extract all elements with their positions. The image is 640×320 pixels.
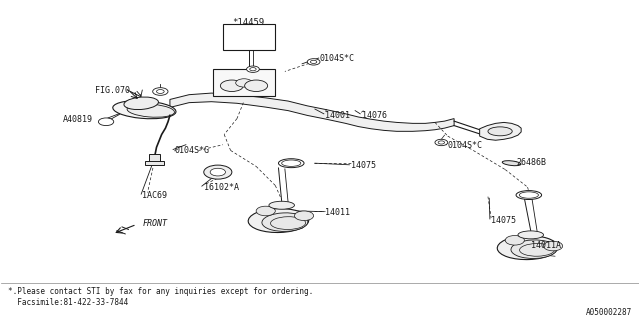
Text: 14001: 14001 <box>325 111 350 120</box>
Ellipse shape <box>516 191 541 199</box>
Text: *14459: *14459 <box>232 19 264 28</box>
Circle shape <box>220 80 243 92</box>
Polygon shape <box>170 93 454 131</box>
Circle shape <box>307 59 320 65</box>
Text: Facsimile:81-422-33-7844: Facsimile:81-422-33-7844 <box>8 298 129 307</box>
Text: 14011: 14011 <box>325 208 350 217</box>
Text: 14075: 14075 <box>491 216 516 225</box>
Circle shape <box>153 88 168 95</box>
Circle shape <box>204 165 232 179</box>
Text: *.Please contact STI by fax for any inquiries except for ordering.: *.Please contact STI by fax for any inqu… <box>8 287 314 296</box>
Text: FIG.070: FIG.070 <box>95 86 130 95</box>
Ellipse shape <box>262 213 308 231</box>
Ellipse shape <box>124 97 159 109</box>
Circle shape <box>435 139 448 146</box>
Text: 0104S*C: 0104S*C <box>448 141 483 150</box>
Ellipse shape <box>248 209 308 233</box>
Circle shape <box>505 236 524 245</box>
Ellipse shape <box>113 100 176 119</box>
Text: FRONT: FRONT <box>143 219 168 228</box>
Circle shape <box>438 141 445 144</box>
Text: A40819: A40819 <box>63 115 93 124</box>
Bar <box>223 24 275 50</box>
Circle shape <box>99 118 114 125</box>
Bar <box>212 69 275 96</box>
Bar <box>145 161 164 165</box>
Ellipse shape <box>278 159 304 168</box>
Ellipse shape <box>282 160 301 166</box>
Circle shape <box>244 80 268 92</box>
Ellipse shape <box>502 161 521 166</box>
Circle shape <box>310 60 317 63</box>
Text: 14076: 14076 <box>362 111 387 120</box>
Ellipse shape <box>127 104 175 117</box>
Bar <box>149 154 161 163</box>
Ellipse shape <box>269 201 294 209</box>
Text: 14075: 14075 <box>351 161 376 170</box>
Text: 26486B: 26486B <box>516 158 547 167</box>
Text: 0104S*G: 0104S*G <box>174 146 209 155</box>
Circle shape <box>157 90 164 93</box>
Text: 0104S*C: 0104S*C <box>320 54 355 63</box>
Circle shape <box>246 66 259 72</box>
Circle shape <box>543 241 563 251</box>
Ellipse shape <box>519 192 538 198</box>
Ellipse shape <box>497 236 558 260</box>
Text: 14011A: 14011A <box>531 241 561 250</box>
Text: 1AC69: 1AC69 <box>143 190 168 200</box>
Circle shape <box>210 168 225 176</box>
Circle shape <box>256 206 275 216</box>
Circle shape <box>294 211 314 220</box>
Circle shape <box>236 79 252 87</box>
Polygon shape <box>479 123 521 140</box>
Text: A050002287: A050002287 <box>586 308 632 317</box>
Circle shape <box>250 68 256 71</box>
Text: 16102*A: 16102*A <box>204 183 239 192</box>
Ellipse shape <box>518 231 543 239</box>
Ellipse shape <box>488 127 512 136</box>
Ellipse shape <box>511 240 557 259</box>
